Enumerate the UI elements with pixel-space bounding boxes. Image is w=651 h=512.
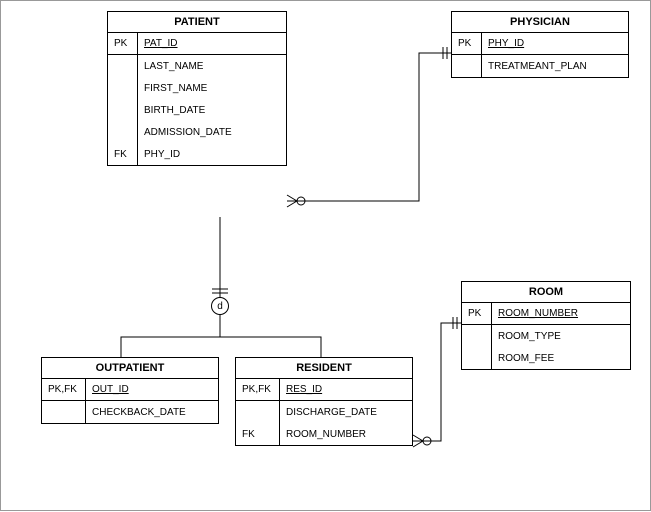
- key-cell: [108, 55, 137, 77]
- entity-title: OUTPATIENT: [42, 358, 218, 379]
- key-cell: PK,FK: [236, 379, 279, 401]
- attr-cell: ROOM_TYPE: [492, 325, 630, 347]
- key-cell: PK: [462, 303, 491, 325]
- attr-cell: PHY_ID: [482, 33, 628, 55]
- key-cell: [452, 55, 481, 77]
- key-cell: PK,FK: [42, 379, 85, 401]
- entity-title: PHYSICIAN: [452, 12, 628, 33]
- attr-cell: RES_ID: [280, 379, 412, 401]
- key-cell: [462, 325, 491, 347]
- edge-inheritance-resident: [220, 315, 321, 357]
- key-cell: [108, 99, 137, 121]
- entity-title: RESIDENT: [236, 358, 412, 379]
- attr-cell: DISCHARGE_DATE: [280, 401, 412, 423]
- attr-cell: BIRTH_DATE: [138, 99, 286, 121]
- entity-resident: RESIDENT PK,FK FK RES_ID DISCHARGE_DATE …: [235, 357, 413, 446]
- entity-title: PATIENT: [108, 12, 286, 33]
- crowfoot-icon: [413, 435, 431, 447]
- attr-cell: CHECKBACK_DATE: [86, 401, 218, 423]
- edge-patient-inheritance: [212, 217, 228, 297]
- mandatory-one-icon: [453, 317, 457, 329]
- key-cell: [108, 121, 137, 143]
- entity-patient: PATIENT PK FK PAT_ID LAST_NAME FIRST_NAM…: [107, 11, 287, 166]
- inheritance-discriminator: d: [211, 297, 229, 315]
- key-cell: FK: [236, 423, 279, 445]
- edge-patient-physician: [287, 53, 451, 201]
- attr-cell: FIRST_NAME: [138, 77, 286, 99]
- entity-outpatient: OUTPATIENT PK,FK OUT_ID CHECKBACK_DATE: [41, 357, 219, 424]
- entity-title: ROOM: [462, 282, 630, 303]
- attr-cell: ADMISSION_DATE: [138, 121, 286, 143]
- edge-resident-room: [413, 323, 461, 441]
- key-cell: [108, 77, 137, 99]
- key-cell: FK: [108, 143, 137, 165]
- attr-cell: ROOM_NUMBER: [492, 303, 630, 325]
- attr-cell: ROOM_FEE: [492, 347, 630, 369]
- key-cell: [462, 347, 491, 369]
- attr-cell: PHY_ID: [138, 143, 286, 165]
- attr-cell: TREATMEANT_PLAN: [482, 55, 628, 77]
- attr-cell: ROOM_NUMBER: [280, 423, 412, 445]
- key-cell: [236, 401, 279, 423]
- edge-inheritance-outpatient: [121, 315, 220, 357]
- mandatory-one-icon: [443, 47, 447, 59]
- inheritance-symbol: d: [217, 301, 223, 312]
- key-cell: PK: [108, 33, 137, 55]
- entity-physician: PHYSICIAN PK PHY_ID TREATMEANT_PLAN: [451, 11, 629, 78]
- crowfoot-icon: [287, 195, 305, 207]
- key-cell: [42, 401, 85, 423]
- attr-cell: PAT_ID: [138, 33, 286, 55]
- key-cell: PK: [452, 33, 481, 55]
- attr-cell: LAST_NAME: [138, 55, 286, 77]
- attr-cell: OUT_ID: [86, 379, 218, 401]
- entity-room: ROOM PK ROOM_NUMBER ROOM_TYPE ROOM_FEE: [461, 281, 631, 370]
